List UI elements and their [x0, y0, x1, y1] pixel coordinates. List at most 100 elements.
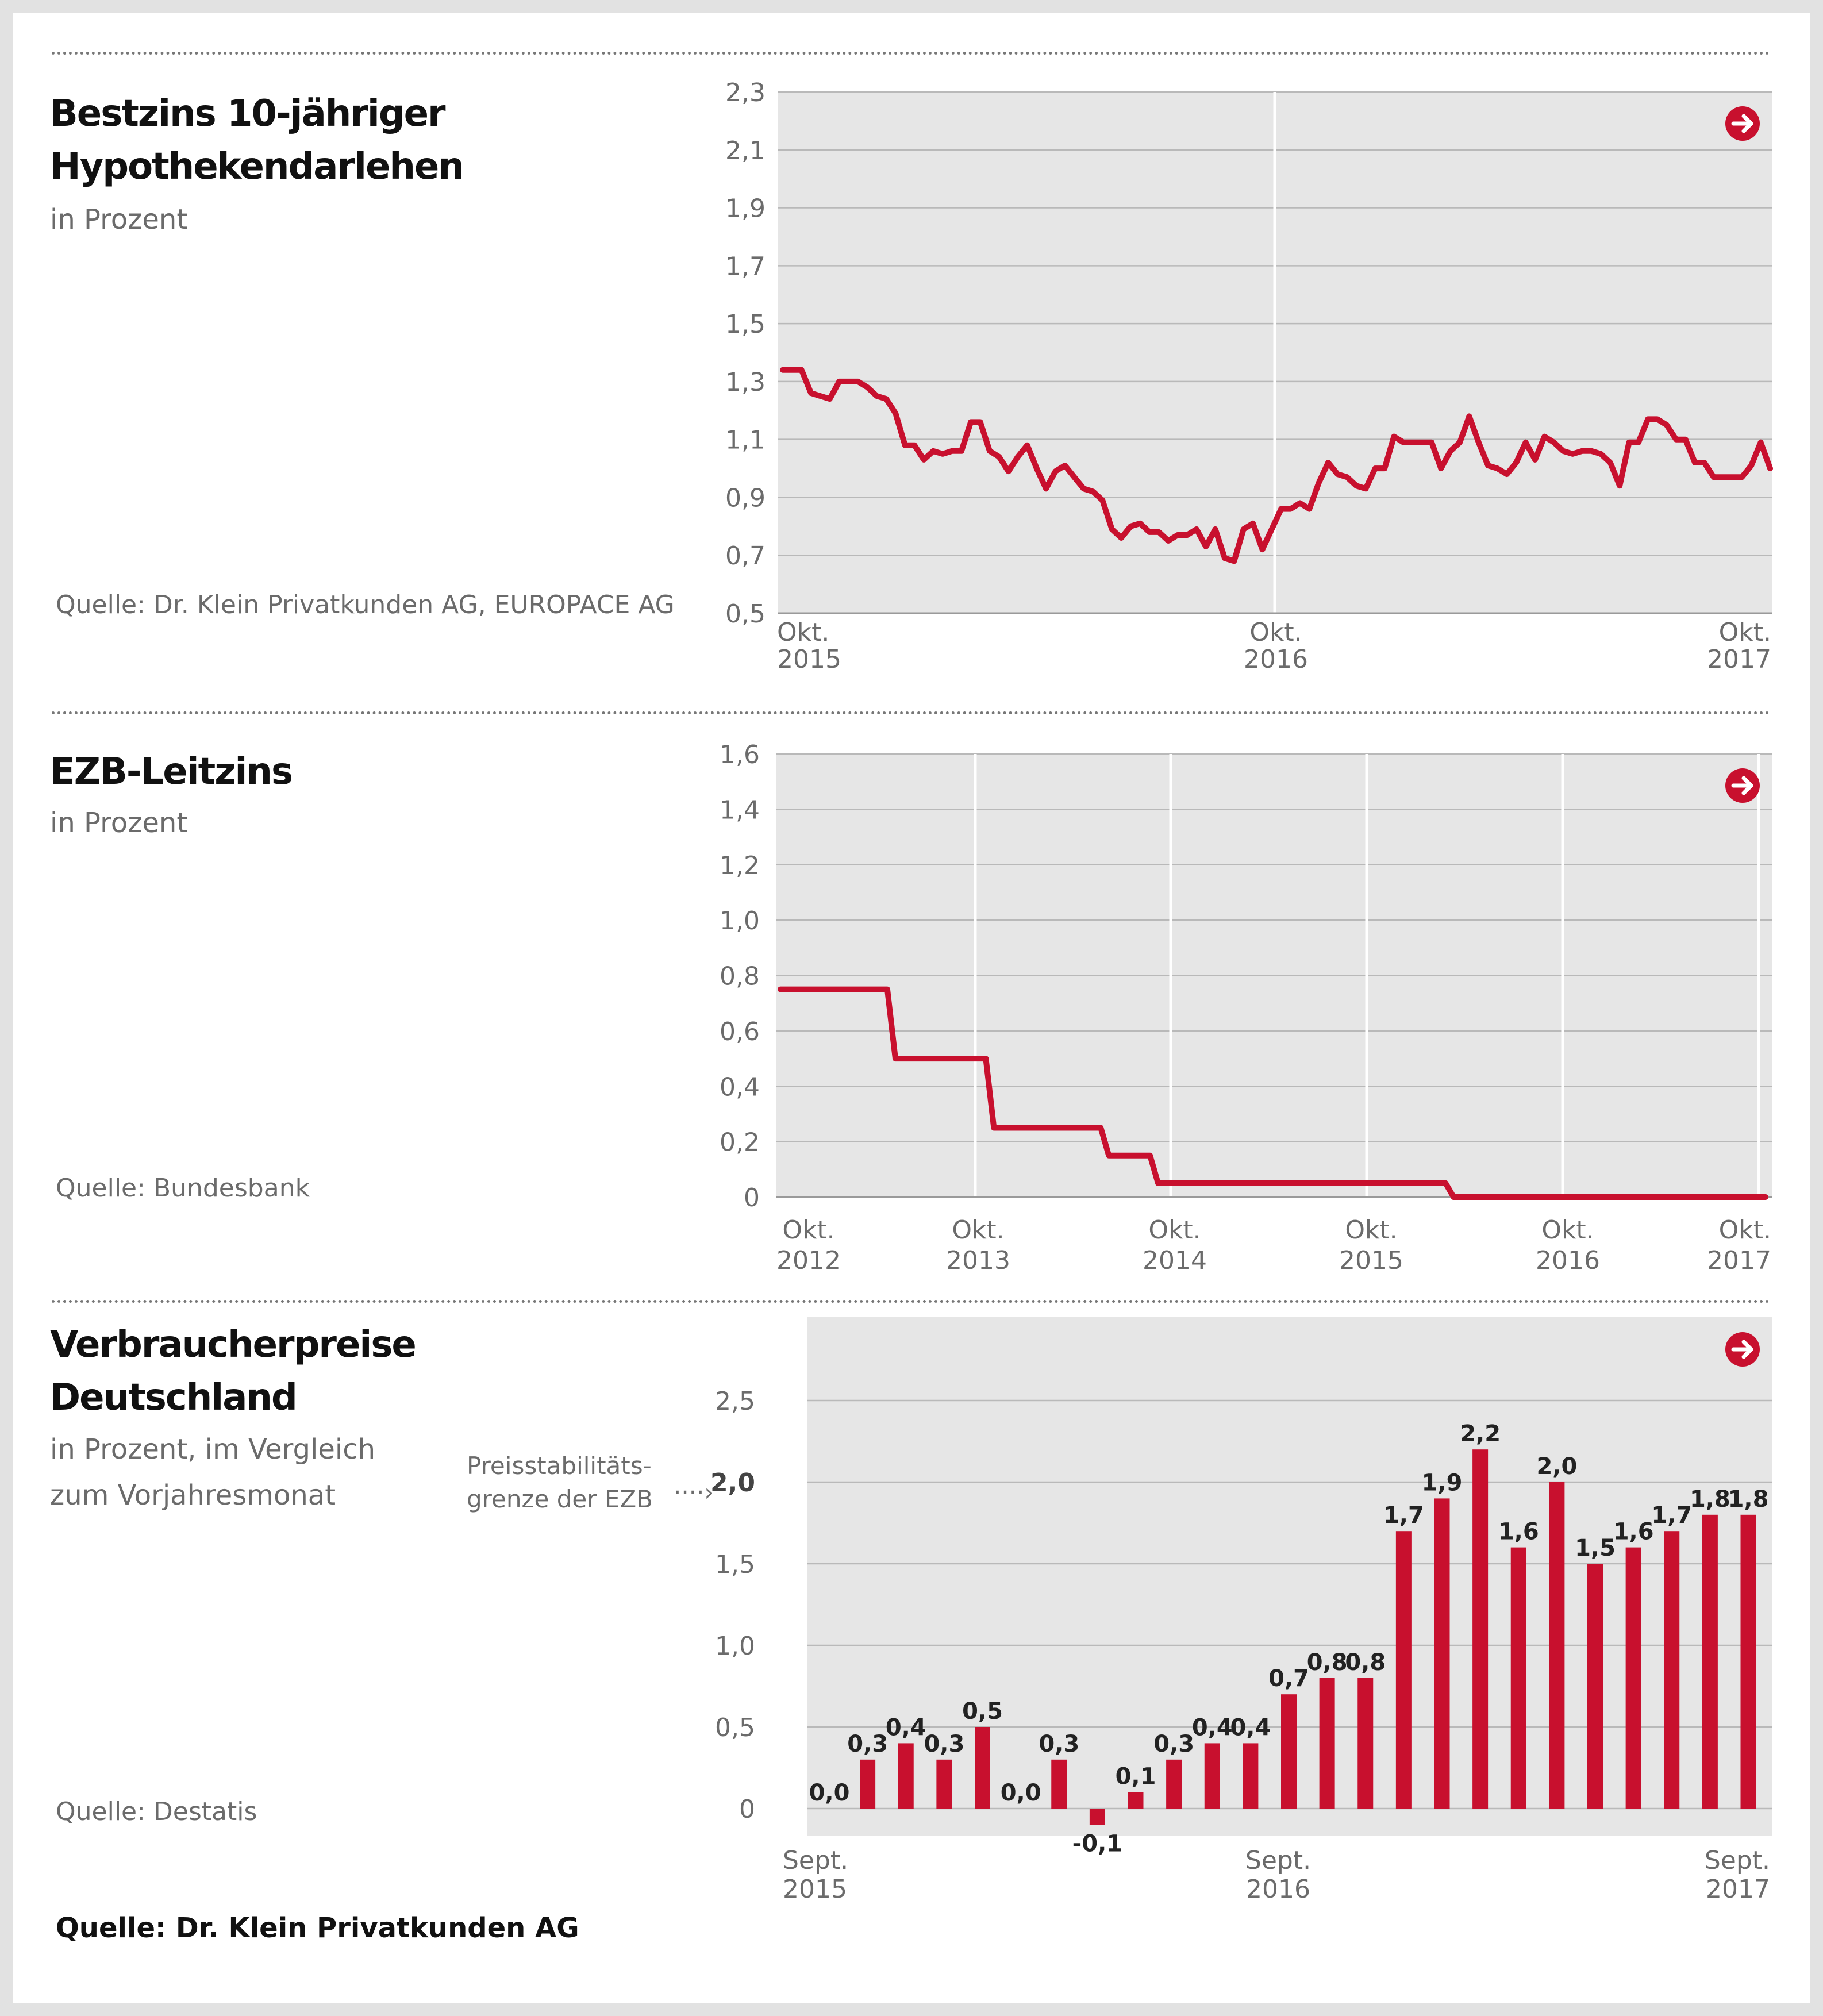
chart3-arrow-right-circle-icon[interactable]: [1725, 1332, 1760, 1367]
chart2-x-tick-year: 2013: [946, 1246, 1010, 1275]
chart3-data-label: 0,0: [1001, 1780, 1041, 1806]
chart3-bar: [1740, 1514, 1756, 1809]
ecb-limit-note-line2: grenze der EZB: [467, 1485, 653, 1513]
chart3-bar: [1281, 1694, 1297, 1809]
chart2-series-line: [778, 986, 1768, 1200]
chart1-x-tick-year: 2016: [1244, 645, 1308, 674]
ecb-limit-note-line1: Preisstabilitäts-: [467, 1452, 652, 1480]
chart3-bar: [1472, 1449, 1489, 1809]
chart3-data-label: 0,4: [886, 1714, 926, 1741]
chart2-y-tick-label: 1,6: [720, 740, 760, 770]
chart1-y-tick-label: 1,5: [725, 310, 766, 339]
chart2-y-tick-label: 0,8: [720, 962, 760, 991]
chart1-y-tick-label: 1,9: [725, 194, 766, 224]
chart2-y-tick-label: 0,4: [720, 1072, 760, 1102]
chart3-data-label: 0,3: [847, 1731, 888, 1757]
chart3-data-label: 1,8: [1690, 1486, 1730, 1513]
chart1-y-tick-label: 2,1: [725, 136, 766, 166]
chart3-subtitle-line1: in Prozent, im Vergleich: [50, 1433, 376, 1465]
chart3-data-label: 0,3: [1153, 1731, 1194, 1757]
chart1-title-line1: Bestzins 10-jähriger: [50, 93, 446, 135]
chart1-x-tick-year: 2017: [1707, 645, 1771, 674]
chart3-data-label: 1,7: [1383, 1502, 1424, 1529]
chart1-subtitle: in Prozent: [50, 203, 188, 236]
chart1-y-tick-label: 1,3: [725, 368, 766, 397]
chart1-y-tick-label: 1,7: [725, 252, 766, 281]
chart3-title-line2: Deutschland: [50, 1376, 298, 1419]
chart2-x-tick-year: 2015: [1339, 1246, 1403, 1275]
chart3-data-label: 2,2: [1460, 1421, 1501, 1447]
chart3-bar: [1051, 1759, 1067, 1809]
chart3-data-label: 1,7: [1651, 1502, 1692, 1529]
chart2-y-tick-label: 0: [744, 1183, 760, 1213]
chart3-bar: [860, 1759, 876, 1809]
chart1-y-tick-label: 1,1: [725, 426, 766, 455]
chart3-x-tick-year: 2015: [783, 1875, 847, 1904]
chart3-x-tick-month: Sept.: [783, 1846, 848, 1875]
chart1-title-line2: Hypothekendarlehen: [50, 145, 464, 188]
chart2-x-tick-year: 2012: [776, 1246, 841, 1275]
chart3-y-tick-label: 1,0: [715, 1632, 755, 1661]
chart3-bar: [1243, 1743, 1259, 1809]
chart3-x-tick-year: 2016: [1246, 1875, 1310, 1904]
chart3-data-label: 1,6: [1613, 1519, 1654, 1545]
chart2-x-tick-year: 2016: [1536, 1246, 1600, 1275]
chart3-bar: [1664, 1531, 1680, 1809]
chart3-y-tick-label: 1,5: [715, 1550, 755, 1579]
chart2-y-tick-label: 0,6: [720, 1017, 760, 1047]
chart3-data-label: 0,5: [962, 1698, 1003, 1725]
ecb-limit-note: Preisstabilitäts- grenze der EZB: [467, 1449, 653, 1516]
charts-canvas: 2,32,11,91,71,51,31,10,90,70,5Okt.2015Ok…: [710, 78, 1773, 1904]
chart3-title-line1: Verbraucherpreise: [50, 1324, 417, 1366]
chart2-x-tick-month: Okt.: [782, 1215, 834, 1245]
chart1-x-tick-month: Okt.: [1249, 618, 1302, 647]
chart3-subtitle-line2: zum Vorjahresmonat: [50, 1479, 336, 1511]
chart3-data-label: 0,3: [1039, 1731, 1079, 1757]
chart2-y-tick-label: 0,2: [720, 1128, 760, 1157]
chart3-data-label: 0,3: [924, 1731, 964, 1757]
divider-2: [52, 711, 1770, 714]
chart3-y-tick-label: 2,5: [715, 1387, 755, 1416]
chart3-bar: [975, 1727, 990, 1809]
chart2-y-tick-label: 1,2: [720, 851, 760, 880]
chart3-data-label: 0,0: [809, 1780, 850, 1806]
chart3-bar: [1395, 1531, 1412, 1809]
chart3-data-label: 0,4: [1192, 1714, 1233, 1741]
chart2-arrow-right-circle-icon[interactable]: [1725, 768, 1760, 803]
chart3-bar: [1357, 1678, 1374, 1809]
chart3-x-tick-month: Sept.: [1705, 1846, 1770, 1875]
chart2-x-tick-month: Okt.: [1719, 1215, 1771, 1245]
chart3-y-tick-label: 0: [739, 1795, 755, 1824]
chart3-bar: [1089, 1809, 1105, 1825]
chart2-x-tick-month: Okt.: [1345, 1215, 1397, 1245]
chart1-y-tick-label: 0,5: [725, 599, 766, 629]
chart1-y-tick-label: 0,7: [725, 541, 766, 571]
chart3-bar: [1204, 1743, 1220, 1809]
chart1-series-line: [780, 367, 1773, 564]
chart2-x-tick-month: Okt.: [952, 1215, 1004, 1245]
chart3-bar: [1625, 1547, 1641, 1809]
chart3-data-label: 1,9: [1422, 1469, 1463, 1496]
chart1-y-tick-label: 0,9: [725, 483, 766, 513]
chart3-data-label: 0,8: [1307, 1649, 1348, 1676]
chart1-y-tick-label: 2,3: [725, 78, 766, 107]
chart3-data-label: 0,4: [1230, 1714, 1271, 1741]
chart2-title: EZB-Leitzins: [50, 751, 293, 793]
chart3-bar: [1510, 1547, 1526, 1809]
chart3-bar: [1128, 1792, 1144, 1809]
chart1-source: Quelle: Dr. Klein Privatkunden AG, EUROP…: [56, 590, 675, 620]
chart3-bar: [1549, 1482, 1565, 1809]
chart3-bar: [898, 1743, 914, 1809]
chart3-bar: [1434, 1498, 1450, 1809]
chart3-data-label: 1,5: [1575, 1535, 1616, 1561]
chart3-bar: [936, 1759, 952, 1809]
chart3-bar: [1166, 1759, 1182, 1809]
chart3-x-tick-year: 2017: [1706, 1875, 1770, 1904]
chart2-x-tick-year: 2017: [1707, 1246, 1771, 1275]
chart3-data-label: 0,1: [1116, 1764, 1156, 1790]
divider-top: [52, 52, 1770, 55]
footer-source: Quelle: Dr. Klein Privatkunden AG: [56, 1912, 579, 1944]
chart3-y-tick-label: 2,0: [710, 1468, 755, 1498]
chart3-y-tick-label: 0,5: [715, 1713, 755, 1742]
chart1-arrow-right-circle-icon[interactable]: [1725, 106, 1760, 141]
